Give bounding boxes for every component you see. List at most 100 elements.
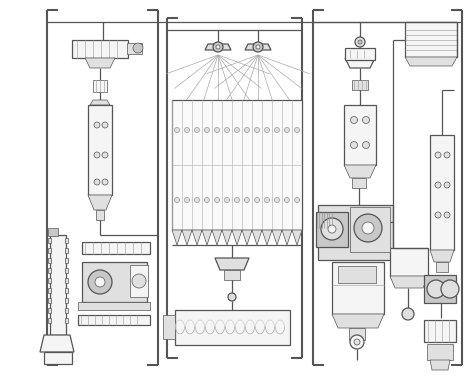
Polygon shape — [192, 230, 202, 245]
Circle shape — [441, 280, 459, 298]
Circle shape — [133, 43, 143, 53]
Bar — [48, 298, 51, 303]
Polygon shape — [282, 230, 292, 245]
Circle shape — [235, 127, 239, 133]
Bar — [350, 207, 390, 252]
Circle shape — [102, 152, 108, 158]
Circle shape — [95, 277, 105, 287]
Polygon shape — [332, 314, 384, 328]
Circle shape — [184, 127, 190, 133]
Polygon shape — [245, 44, 271, 50]
Circle shape — [354, 214, 382, 242]
Bar — [65, 288, 68, 293]
Bar — [424, 275, 456, 303]
Circle shape — [225, 197, 229, 203]
Bar — [72, 40, 128, 58]
Circle shape — [253, 42, 263, 52]
Polygon shape — [242, 230, 252, 245]
Circle shape — [204, 197, 210, 203]
Bar — [48, 258, 51, 263]
Bar — [93, 80, 107, 92]
Circle shape — [321, 218, 343, 240]
Polygon shape — [405, 57, 457, 66]
Circle shape — [435, 182, 441, 188]
Polygon shape — [85, 58, 115, 68]
Circle shape — [294, 197, 300, 203]
Bar — [82, 242, 150, 254]
Bar — [48, 228, 58, 236]
Bar — [44, 352, 72, 364]
Bar — [424, 320, 456, 342]
Circle shape — [194, 127, 200, 133]
Polygon shape — [232, 230, 242, 245]
Bar — [78, 315, 150, 325]
Bar — [88, 105, 112, 195]
Polygon shape — [272, 230, 282, 245]
Bar — [349, 328, 365, 340]
Circle shape — [444, 212, 450, 218]
Bar — [48, 288, 51, 293]
Bar — [48, 308, 51, 313]
Bar — [172, 100, 302, 230]
Bar — [338, 266, 376, 283]
Bar — [82, 262, 147, 302]
Circle shape — [255, 197, 259, 203]
Circle shape — [215, 197, 219, 203]
Circle shape — [362, 222, 374, 234]
Circle shape — [354, 339, 360, 345]
Circle shape — [435, 212, 441, 218]
Polygon shape — [40, 335, 74, 352]
Circle shape — [174, 127, 180, 133]
Circle shape — [274, 127, 280, 133]
Bar — [65, 318, 68, 323]
Bar — [65, 248, 68, 253]
Circle shape — [294, 127, 300, 133]
Polygon shape — [252, 230, 262, 245]
Polygon shape — [172, 230, 182, 245]
Bar — [332, 262, 384, 314]
Circle shape — [235, 197, 239, 203]
Bar — [48, 318, 51, 323]
Bar — [48, 248, 51, 253]
Circle shape — [255, 127, 259, 133]
Polygon shape — [345, 58, 375, 68]
Circle shape — [350, 116, 357, 124]
Bar — [50, 235, 66, 335]
Circle shape — [427, 280, 445, 298]
Bar — [352, 80, 368, 90]
Bar — [316, 212, 348, 247]
Bar — [96, 210, 104, 220]
Bar — [48, 268, 51, 273]
Circle shape — [204, 127, 210, 133]
Circle shape — [363, 141, 370, 149]
Bar — [430, 135, 454, 250]
Circle shape — [358, 40, 362, 44]
Circle shape — [216, 45, 220, 49]
Polygon shape — [205, 44, 231, 50]
Polygon shape — [430, 360, 450, 370]
Circle shape — [245, 127, 249, 133]
Circle shape — [88, 270, 112, 294]
Polygon shape — [292, 230, 302, 245]
Polygon shape — [90, 100, 110, 105]
Circle shape — [444, 152, 450, 158]
Circle shape — [213, 42, 223, 52]
Circle shape — [228, 293, 236, 301]
Circle shape — [94, 179, 100, 185]
Circle shape — [94, 122, 100, 128]
Circle shape — [264, 197, 270, 203]
Bar — [436, 262, 448, 272]
Bar — [65, 298, 68, 303]
Circle shape — [284, 127, 290, 133]
Circle shape — [94, 152, 100, 158]
Circle shape — [256, 45, 260, 49]
Polygon shape — [212, 230, 222, 245]
Circle shape — [435, 152, 441, 158]
Bar — [65, 308, 68, 313]
Circle shape — [350, 335, 364, 349]
Bar — [65, 268, 68, 273]
Bar — [345, 48, 375, 60]
Bar — [352, 178, 366, 188]
Bar — [427, 344, 453, 360]
Circle shape — [402, 308, 414, 320]
